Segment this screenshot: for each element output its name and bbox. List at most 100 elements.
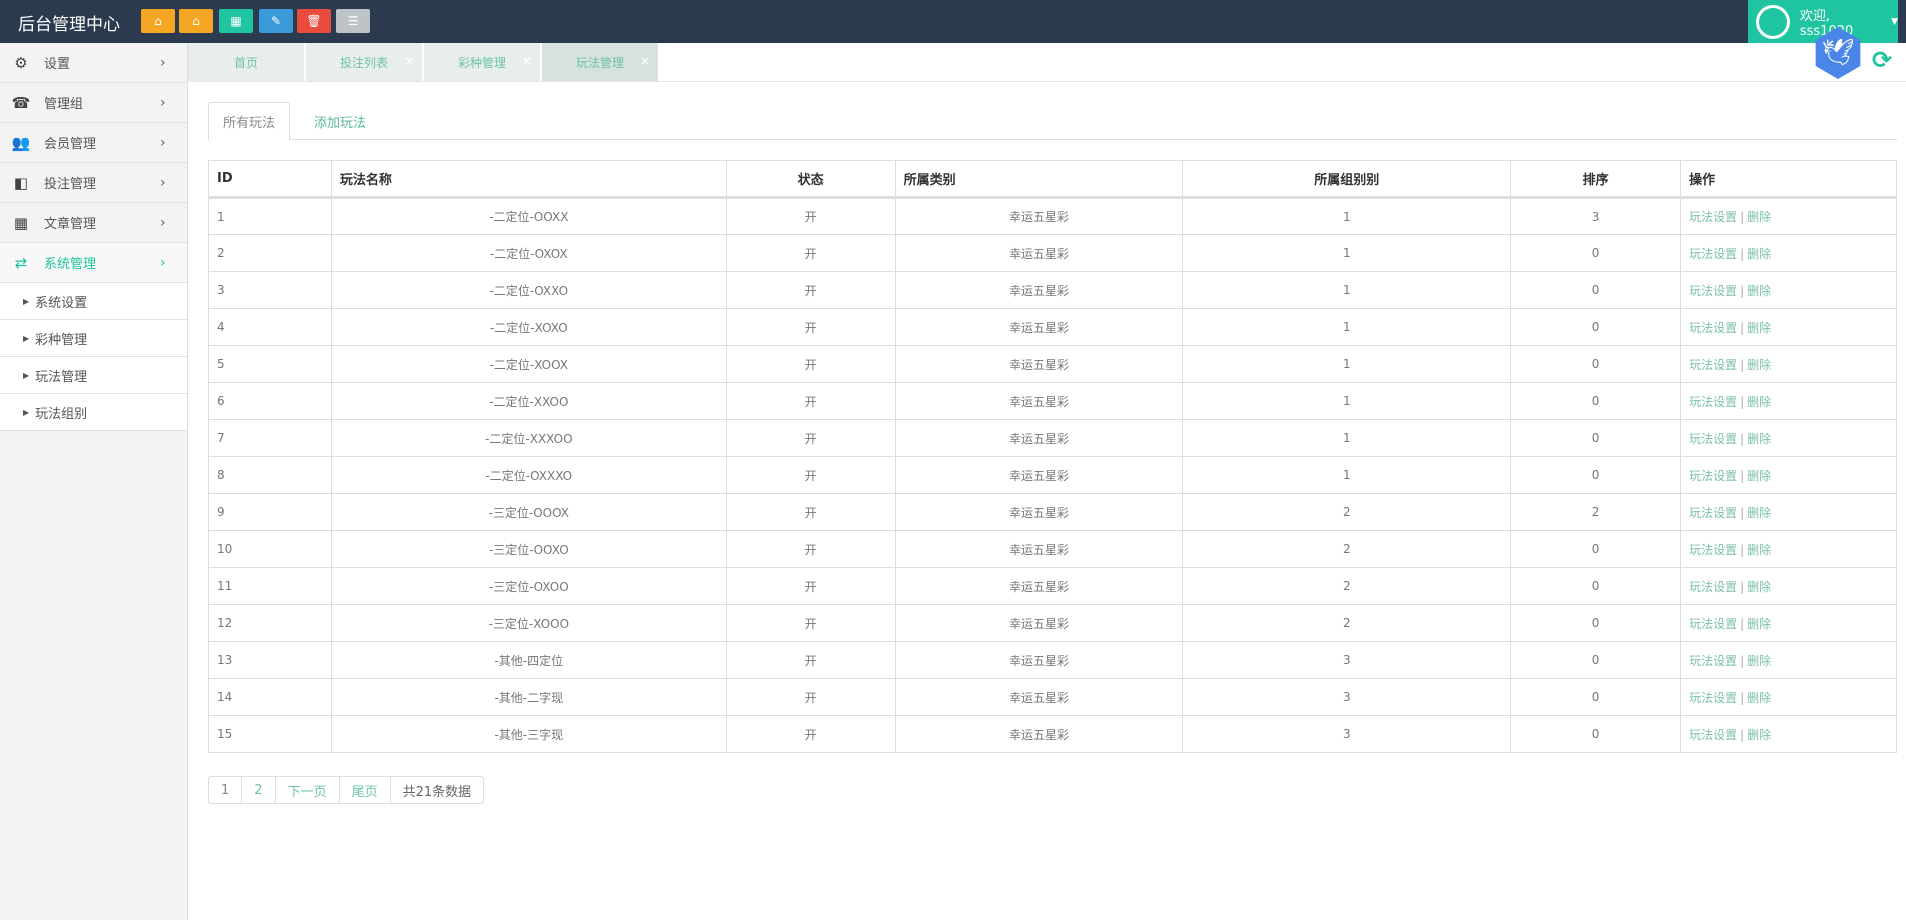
actions-cell: 玩法设置 | 删除 [1680,456,1897,494]
play-settings-link[interactable]: 玩法设置 [1689,394,1738,409]
sidebar-item[interactable]: 👥 会员管理 › [0,123,187,163]
play-settings-link[interactable]: 玩法设置 [1689,505,1738,520]
refresh-icon[interactable]: ⟳ [1872,46,1893,74]
table-cell: 2 [1510,493,1682,531]
table-cell: 幸运五星彩 [894,419,1184,457]
page-1[interactable]: 1 [209,777,243,803]
sidebar-item[interactable]: ▦ 文章管理 › [0,203,187,243]
play-settings-link[interactable]: 玩法设置 [1689,727,1738,742]
delete-link[interactable]: 删除 [1747,320,1772,335]
table-cell: 1 [1182,308,1512,346]
tab-add-play[interactable]: 添加玩法 [314,116,367,131]
table-cell: 0 [1510,641,1682,679]
table-cell: 15 [208,715,332,753]
delete-link[interactable]: 删除 [1747,616,1772,631]
table-cell: 开 [725,234,896,272]
close-icon[interactable]: × [639,54,650,68]
play-settings-link[interactable]: 玩法设置 [1689,579,1738,594]
sidebar-subitem[interactable]: ▶ 彩种管理 [0,320,187,357]
delete-link[interactable]: 删除 [1747,210,1772,224]
column-header: ID [208,160,332,199]
table-cell: 幸运五星彩 [894,567,1184,605]
sidebar-item-label: 文章管理 [44,217,97,232]
page-tab[interactable]: 彩种管理 × [424,43,541,81]
play-settings-link[interactable]: 玩法设置 [1689,283,1738,298]
play-settings-link[interactable]: 玩法设置 [1689,431,1738,446]
sidebar-subitem[interactable]: ▶ 系统设置 [0,283,187,320]
play-settings-link[interactable]: 玩法设置 [1689,468,1738,483]
list-button[interactable]: ☰ [336,9,370,33]
trash-button[interactable]: 🗑 [297,9,331,33]
table-cell: -二定位-XXXOO [330,419,727,457]
play-settings-link[interactable]: 玩法设置 [1689,653,1738,668]
separator: | [1740,431,1745,446]
close-icon[interactable]: × [403,54,414,68]
table-cell: 幸运五星彩 [894,493,1184,531]
page-tab[interactable]: 投注列表 × [306,43,423,81]
sidebar: ⚙ 设置 › ☎ 管理组 › 👥 会员管理 › ◧ 投注管理 › ▦ 文章管理 › ⇄ 系统管理 › ▶ 系统设置 ▶ 彩… [0,43,188,920]
table-cell: -二定位-XOXO [330,308,727,346]
table-cell: 3 [1182,641,1512,679]
sidebar-subitem[interactable]: ▶ 玩法管理 [0,357,187,394]
sidebar-item-label: 管理组 [44,97,84,112]
last-page-button[interactable]: 尾页 [340,777,391,803]
sidebar-subitem-label: 玩法管理 [35,369,88,385]
table-cell: 3 [208,271,332,309]
play-settings-link[interactable]: 玩法设置 [1689,690,1738,705]
close-icon[interactable]: × [521,54,532,68]
table-cell: -二定位-OXOX [330,234,727,272]
play-settings-link[interactable]: 玩法设置 [1689,246,1738,261]
pencil-button[interactable]: ✎ [259,9,293,33]
table-cell: 幸运五星彩 [894,715,1184,753]
delete-link[interactable]: 删除 [1747,431,1772,446]
table-cell: -二定位-OXXXO [330,456,727,494]
delete-link[interactable]: 删除 [1747,394,1772,409]
play-settings-link[interactable]: 玩法设置 [1689,542,1738,557]
page-tab[interactable]: 玩法管理 × [542,43,659,81]
next-page-button[interactable]: 下一页 [276,777,340,803]
table-row: 14 -其他-二字现开幸运五星彩 3 0 玩法设置 | 删除 [208,678,1897,716]
table-cell: 1 [1182,197,1512,235]
table-cell: -二定位-XOOX [330,345,727,383]
delete-link[interactable]: 删除 [1747,690,1772,705]
table-cell: 0 [1510,715,1682,753]
delete-link[interactable]: 删除 [1747,653,1772,668]
delete-link[interactable]: 删除 [1747,468,1772,483]
delete-link[interactable]: 删除 [1747,542,1772,557]
delete-link[interactable]: 删除 [1747,283,1772,298]
delete-link[interactable]: 删除 [1747,505,1772,520]
home-button[interactable]: ⌂ [141,9,175,33]
table-cell: 2 [208,234,332,272]
sidebar-item[interactable]: ☎ 管理组 › [0,83,187,123]
sidebar-subitem[interactable]: ▶ 玩法组别 [0,394,187,431]
table-row: 3 -二定位-OXXO 开幸运五星彩 1 0 玩法设置 | 删除 [208,271,1897,309]
grid-button[interactable]: ▦ [219,9,253,33]
sidebar-item[interactable]: ◧ 投注管理 › [0,163,187,203]
table-row: 12 -三定位-XOOO 开幸运五星彩 2 0 玩法设置 | 删除 [208,604,1897,642]
table-cell: 开 [725,419,896,457]
home-button[interactable]: ⌂ [179,9,213,33]
delete-link[interactable]: 删除 [1747,727,1772,742]
page-2[interactable]: 2 [242,777,276,803]
play-settings-link[interactable]: 玩法设置 [1689,320,1738,335]
delete-link[interactable]: 删除 [1747,246,1772,261]
page-tab[interactable]: 首页 [188,43,305,81]
table-cell: 0 [1510,419,1682,457]
tab-all-plays[interactable]: 所有玩法 [208,102,291,141]
sidebar-subitem-label: 玩法组别 [35,406,88,422]
actions-cell: 玩法设置 | 删除 [1680,567,1897,605]
sidebar-item[interactable]: ⚙ 设置 › [0,43,187,83]
play-settings-link[interactable]: 玩法设置 [1689,357,1738,372]
table-cell: 0 [1510,604,1682,642]
play-settings-link[interactable]: 玩法设置 [1689,616,1738,631]
play-settings-link[interactable]: 玩法设置 [1689,210,1738,224]
home-icon: ⌂ [154,14,162,28]
table-cell: 开 [725,715,896,753]
table-row: 13 -其他-四定位开幸运五星彩 3 0 玩法设置 | 删除 [208,641,1897,679]
bird-logo-icon[interactable]: 🕊 [1815,27,1861,79]
delete-link[interactable]: 删除 [1747,357,1772,372]
sidebar-item[interactable]: ⇄ 系统管理 › [0,243,187,283]
delete-link[interactable]: 删除 [1747,579,1772,594]
caret-down-icon: ▼ [1891,16,1898,27]
table-cell: 1 [208,197,332,235]
